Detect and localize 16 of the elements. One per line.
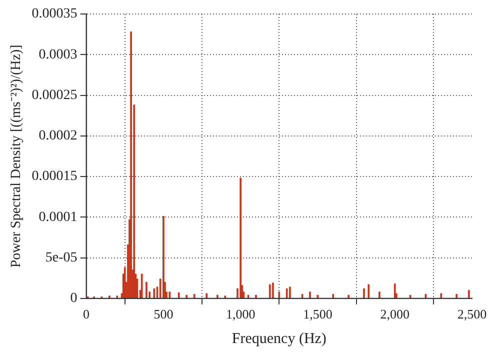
x-tick-label: 1,000	[226, 306, 256, 322]
x-tick-label: 2,500	[457, 306, 487, 322]
y-tick-label: 0.00015	[32, 169, 78, 184]
y-axis-title: Power Spectral Density [((ms⁻²)²)/(Hz)]	[9, 44, 24, 268]
y-tick-label: 5e-05	[45, 250, 78, 266]
y-tick-label: 0.0003	[38, 47, 78, 62]
y-tick-label: 0.0002	[38, 128, 78, 144]
x-axis-title: Frequency (Hz)	[232, 330, 326, 347]
y-tick-label: 0.0001	[38, 210, 78, 225]
x-tick-label: 500	[154, 306, 174, 322]
x-tick-label: 0	[83, 306, 90, 322]
y-tick-label: 0.00025	[32, 88, 78, 103]
x-tick-label: 1,500	[303, 306, 332, 322]
y-tick-label: 0.00035	[32, 6, 78, 22]
x-tick-label: 2,000	[380, 306, 410, 322]
y-tick-label: 0	[70, 291, 78, 306]
